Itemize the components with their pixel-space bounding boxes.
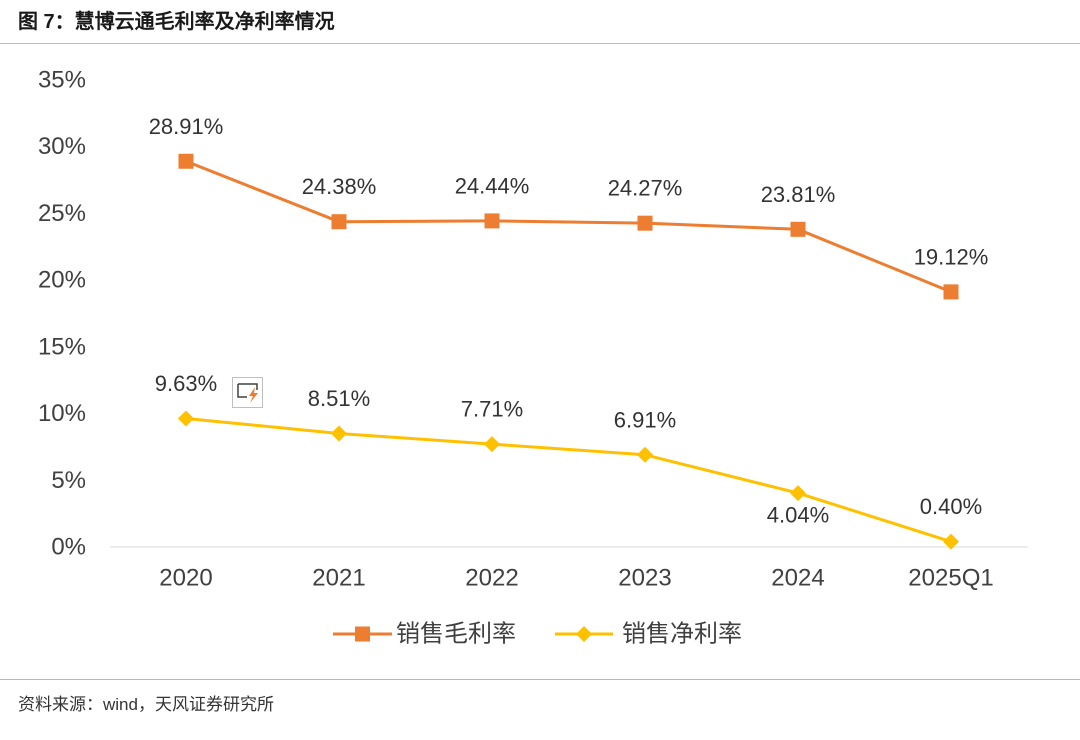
gross-margin-data-label: 28.91%: [149, 114, 224, 139]
net-margin-data-label: 8.51%: [308, 386, 370, 411]
x-tick-label: 2022: [465, 565, 518, 592]
net-margin-marker: [943, 533, 959, 550]
legend-label: 销售净利率: [622, 621, 742, 648]
x-tick-label: 2021: [312, 565, 365, 592]
gross-margin-marker: [943, 284, 959, 300]
net-margin-marker: [484, 436, 500, 453]
net-margin-data-label: 7.71%: [461, 397, 523, 422]
net-margin-data-label: 6.91%: [614, 407, 676, 432]
gross-margin-data-label: 24.38%: [302, 174, 377, 199]
y-tick-label: 35%: [38, 67, 86, 94]
net-margin-marker: [790, 485, 806, 502]
legend-item-net-margin: 销售净利率: [555, 621, 742, 648]
title-divider: [0, 43, 1080, 44]
x-tick-label: 2024: [771, 565, 824, 592]
y-axis: 0% 5% 10% 15% 20% 25% 30% 35%: [38, 67, 86, 561]
figure-title: 图 7：慧博云通毛利率及净利率情况: [18, 11, 335, 33]
figure-source: 资料来源：wind，天风证券研究所: [18, 695, 274, 714]
plot-area: [178, 153, 959, 550]
y-tick-label: 30%: [38, 133, 86, 160]
x-tick-label: 2025Q1: [908, 565, 993, 592]
gross-margin-data-label: 24.44%: [455, 173, 530, 198]
y-tick-label: 5%: [51, 467, 86, 494]
net-margin-marker: [331, 425, 347, 442]
chart-edit-icon[interactable]: [232, 377, 263, 408]
legend-label: 销售毛利率: [396, 621, 516, 648]
y-tick-label: 20%: [38, 267, 86, 294]
net-margin-marker: [178, 410, 194, 427]
y-tick-label: 0%: [51, 534, 86, 561]
net-margin-line: [184, 417, 953, 544]
gross-margin-data-label: 24.27%: [608, 176, 683, 201]
net-margin-data-label: 4.04%: [767, 503, 829, 528]
net-margin-marker: [637, 446, 653, 463]
y-tick-label: 10%: [38, 400, 86, 427]
gross-margin-marker: [178, 153, 194, 169]
gross-margin-data-label: 23.81%: [761, 182, 836, 207]
gross-margin-line: [184, 159, 953, 294]
net-margin-data-label: 9.63%: [155, 371, 217, 396]
x-tick-label: 2023: [618, 565, 671, 592]
gross-margin-marker: [790, 221, 806, 237]
x-tick-label: 2020: [159, 565, 212, 592]
legend-swatch-marker: [576, 626, 592, 642]
gross-margin-data-label: 19.12%: [914, 244, 989, 269]
gross-margin-marker: [331, 214, 347, 230]
x-axis: 2020 2021 2022 2023 2024 2025Q1: [110, 546, 1028, 592]
legend-item-gross-margin: 销售毛利率: [333, 621, 516, 648]
y-tick-label: 25%: [38, 200, 86, 227]
data-labels: 28.91% 24.38% 24.44% 24.27% 23.81% 19.12% 9.63…: [149, 114, 989, 528]
legend-swatch-marker: [355, 626, 370, 642]
gross-margin-marker: [484, 213, 500, 229]
gross-margin-marker: [637, 215, 653, 231]
net-margin-data-label: 0.40%: [920, 494, 982, 519]
y-tick-label: 15%: [38, 333, 86, 360]
source-divider: [0, 679, 1080, 680]
legend: 销售毛利率 销售净利率: [333, 621, 742, 648]
